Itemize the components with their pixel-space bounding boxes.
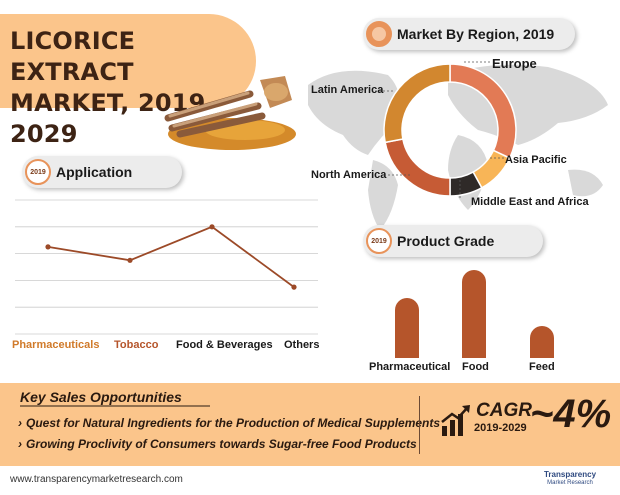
grade-category-feed: Feed: [529, 361, 555, 373]
application-point-2: [127, 257, 133, 263]
licorice-illustration: [164, 76, 296, 150]
region-donut-chart: [383, 63, 517, 197]
application-series-line: [47, 225, 295, 288]
chevron-right-icon: ›: [18, 416, 22, 430]
grade-category-pharmaceutical: Pharmaceutical: [369, 361, 451, 373]
application-line-chart: [15, 199, 318, 335]
grade-bar-food: [462, 270, 486, 358]
grade-bar-feed: [530, 326, 554, 358]
application-point-1: [45, 244, 51, 250]
page-title: LICORICE EXTRACT MARKET, 2019–2029: [10, 27, 218, 148]
region-label-asia-pacific: Asia Pacific: [505, 154, 567, 166]
region-label-latin-america: Latin America: [311, 84, 384, 96]
donut-slice-latin-america: [383, 63, 451, 144]
growth-chart-icon: [441, 405, 470, 436]
opportunities-band: [0, 383, 620, 466]
region-leader-lines: [375, 61, 504, 200]
application-point-4: [291, 284, 297, 290]
region-label-north-america: North America: [311, 169, 387, 181]
application-category-tobacco: Tobacco: [114, 339, 159, 351]
footer-url[interactable]: www.transparencymarketresearch.com: [10, 474, 183, 485]
opportunities-underline: [20, 405, 210, 407]
application-category-pharmaceuticals: Pharmaceuticals: [12, 339, 100, 351]
chevron-right-icon: ›: [18, 437, 22, 451]
band-divider: [419, 396, 420, 454]
region-label-europe: Europe: [492, 56, 537, 71]
application-point-3: [209, 224, 215, 230]
opportunity-item-1: › Quest for Natural Ingredients for the P…: [18, 416, 441, 430]
title-banner: [0, 14, 256, 108]
region-header-text: Market By Region, 2019: [397, 26, 555, 42]
opportunity-item-2: › Growing Proclivity of Consumers towards…: [18, 437, 417, 451]
application-header-text: Application: [56, 164, 133, 180]
application-category-others: Others: [284, 339, 320, 351]
cagr-value: ~4%: [530, 392, 612, 436]
cagr-label: CAGR: [476, 400, 532, 421]
application-category-food-beverages: Food & Beverages: [176, 339, 273, 351]
opportunities-title: Key Sales Opportunities: [20, 389, 182, 405]
cagr-years: 2019-2029: [474, 422, 527, 434]
region-header-pill: Market By Region, 2019: [363, 18, 575, 50]
grade-year-badge: 2019: [366, 228, 392, 254]
company-logo: Transparency Market Research: [543, 470, 597, 486]
application-year-badge: 2019: [25, 159, 51, 185]
grade-bar-pharmaceutical: [395, 298, 419, 358]
product-grade-bar-chart: [395, 270, 554, 358]
grade-header-pill: 2019 Product Grade: [363, 225, 543, 257]
region-label-middle-east-africa: Middle East and Africa: [471, 196, 589, 208]
grade-header-text: Product Grade: [397, 233, 495, 249]
region-badge-icon: [366, 21, 392, 47]
application-header-pill: 2019 Application: [22, 156, 182, 188]
grade-category-food: Food: [462, 361, 489, 373]
